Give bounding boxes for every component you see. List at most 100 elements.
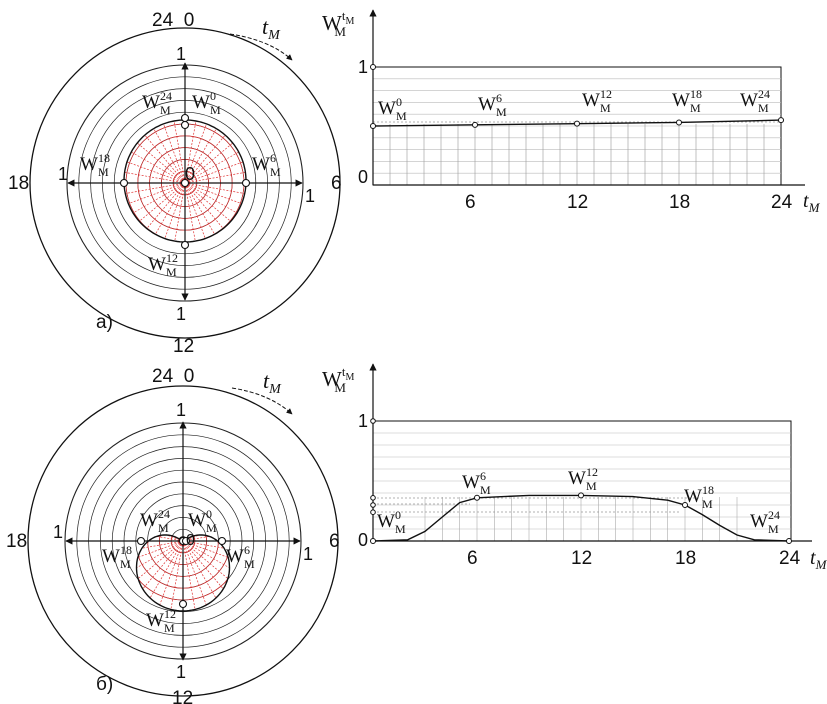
profile-point (180, 120, 190, 130)
red-radial (184, 182, 224, 229)
axis-label-right: 1 (303, 544, 313, 564)
red-radial (184, 182, 245, 194)
dial-label-left: 18 (6, 531, 27, 552)
chart-label-w12: W12 M (568, 465, 598, 493)
dial-label-bottom: 12 (173, 336, 194, 357)
dial-label-top: 24 0 (152, 10, 194, 31)
red-radial (182, 540, 230, 569)
profile-point (119, 178, 129, 188)
chart-point (370, 538, 376, 544)
profile-point (180, 240, 190, 250)
chart-label-w18: W18 M (684, 483, 714, 511)
chart-point (574, 120, 580, 127)
red-radial (126, 161, 186, 184)
red-radial (184, 182, 215, 235)
axis-label-right: 1 (305, 186, 315, 206)
red-radial (184, 182, 231, 222)
profile-point (181, 536, 191, 546)
chart-point (676, 119, 682, 126)
axis-label-up: 1 (176, 44, 186, 64)
time-symbol: tM (262, 14, 281, 43)
chart-point (370, 418, 376, 424)
red-radial (182, 540, 207, 606)
red-radial (184, 182, 196, 242)
x-tick-labels: 6 12 18 24 (467, 548, 801, 569)
profile-point (180, 178, 190, 188)
red-radial (131, 151, 186, 184)
chart-point (370, 509, 376, 516)
chart-point (370, 64, 376, 70)
chart-point (578, 492, 584, 499)
label-w24: W24 M (142, 89, 172, 117)
chart-points (370, 418, 792, 544)
chart-label-w6: W6 M (478, 91, 507, 119)
chart-label-w0: W0 M (377, 508, 406, 536)
dial-label-bottom: 12 (172, 688, 193, 704)
profile-point (178, 599, 188, 609)
red-radial (155, 182, 186, 235)
red-radial (163, 123, 186, 184)
profile-chart-b: 6 12 18 24 WtM M 1 0 tM W0 M W6 M W12 M W18 M W2… (322, 363, 827, 572)
red-radial (164, 182, 186, 239)
red-radial (184, 182, 238, 214)
x-tick-labels: 6 12 18 24 (465, 192, 793, 213)
x-tick-label: 18 (669, 192, 690, 213)
label-w0: W0 M (188, 507, 217, 535)
time-direction-arrow (229, 33, 293, 61)
chart-point (370, 123, 376, 129)
chart-label-w24: W24 M (740, 87, 770, 115)
chart-point (370, 502, 376, 508)
chart-xlabel: tM (803, 190, 821, 215)
chart-points (370, 64, 784, 129)
chart-ylabel: WtM M (322, 364, 354, 395)
panel-b: 24 0 6 12 18 tM 1 1 1 1 0 W24 M W0 M W6 M W… (6, 363, 827, 704)
label-w12: W12 M (146, 607, 176, 635)
red-radial (184, 182, 242, 204)
center-label: 0 (186, 532, 195, 549)
axis-label-up: 1 (176, 400, 186, 420)
red-radial (182, 540, 229, 579)
label-w24: W24 M (140, 507, 170, 535)
dial-label-right: 6 (331, 173, 342, 194)
panel-label: a) (96, 312, 113, 333)
red-radial (125, 182, 186, 194)
x-tick-label: 12 (571, 548, 592, 569)
center-label: 0 (185, 164, 195, 184)
red-radial (146, 182, 186, 229)
label-w0: W0 M (192, 89, 221, 117)
label-w18: W18 M (102, 543, 132, 571)
profile-points (119, 113, 251, 250)
time-direction-arrow (231, 387, 293, 415)
panel-a: 24 0 6 12 18 tM 1 1 1 1 0 W24 M W0 M W6 M W… (8, 8, 821, 357)
chart-label-w18: W18 M (672, 87, 702, 115)
chart-line (372, 494, 790, 542)
profile-point (180, 113, 190, 123)
x-tick-label: 6 (467, 548, 478, 569)
chart-label-w6: W6 M (462, 469, 491, 497)
red-radial (137, 540, 184, 579)
polar-dial-a (29, 27, 341, 339)
chart-label-w0: W0 M (378, 95, 407, 123)
chart-label-w12: W12 M (582, 87, 612, 115)
label-w6: W6 M (226, 543, 255, 571)
polar-dial-b (27, 385, 339, 697)
red-radial (153, 128, 186, 184)
profile-point (241, 178, 251, 188)
axis-label-left: 1 (58, 164, 68, 184)
axis-label-down: 1 (176, 304, 186, 324)
chart-point (474, 494, 480, 501)
label-w18: W18 M (80, 151, 110, 179)
chart-label-w24: W24 M (750, 508, 780, 536)
profile-chart-a: 6 12 18 24 WtM M 1 0 tM W0 M W6 M W12 M W18 M W2… (322, 8, 821, 215)
x-tick-label: 24 (779, 548, 801, 569)
chart-ytick-1: 1 (358, 57, 368, 77)
x-tick-label: 6 (465, 192, 476, 213)
x-tick-label: 18 (675, 548, 696, 569)
profile-point (136, 536, 146, 546)
dial-label-top: 24 0 (152, 366, 194, 387)
red-radial (184, 182, 206, 239)
chart-point (786, 538, 792, 544)
red-radial (159, 540, 184, 606)
profile-point (217, 536, 227, 546)
dial-outer-ring (29, 27, 341, 339)
